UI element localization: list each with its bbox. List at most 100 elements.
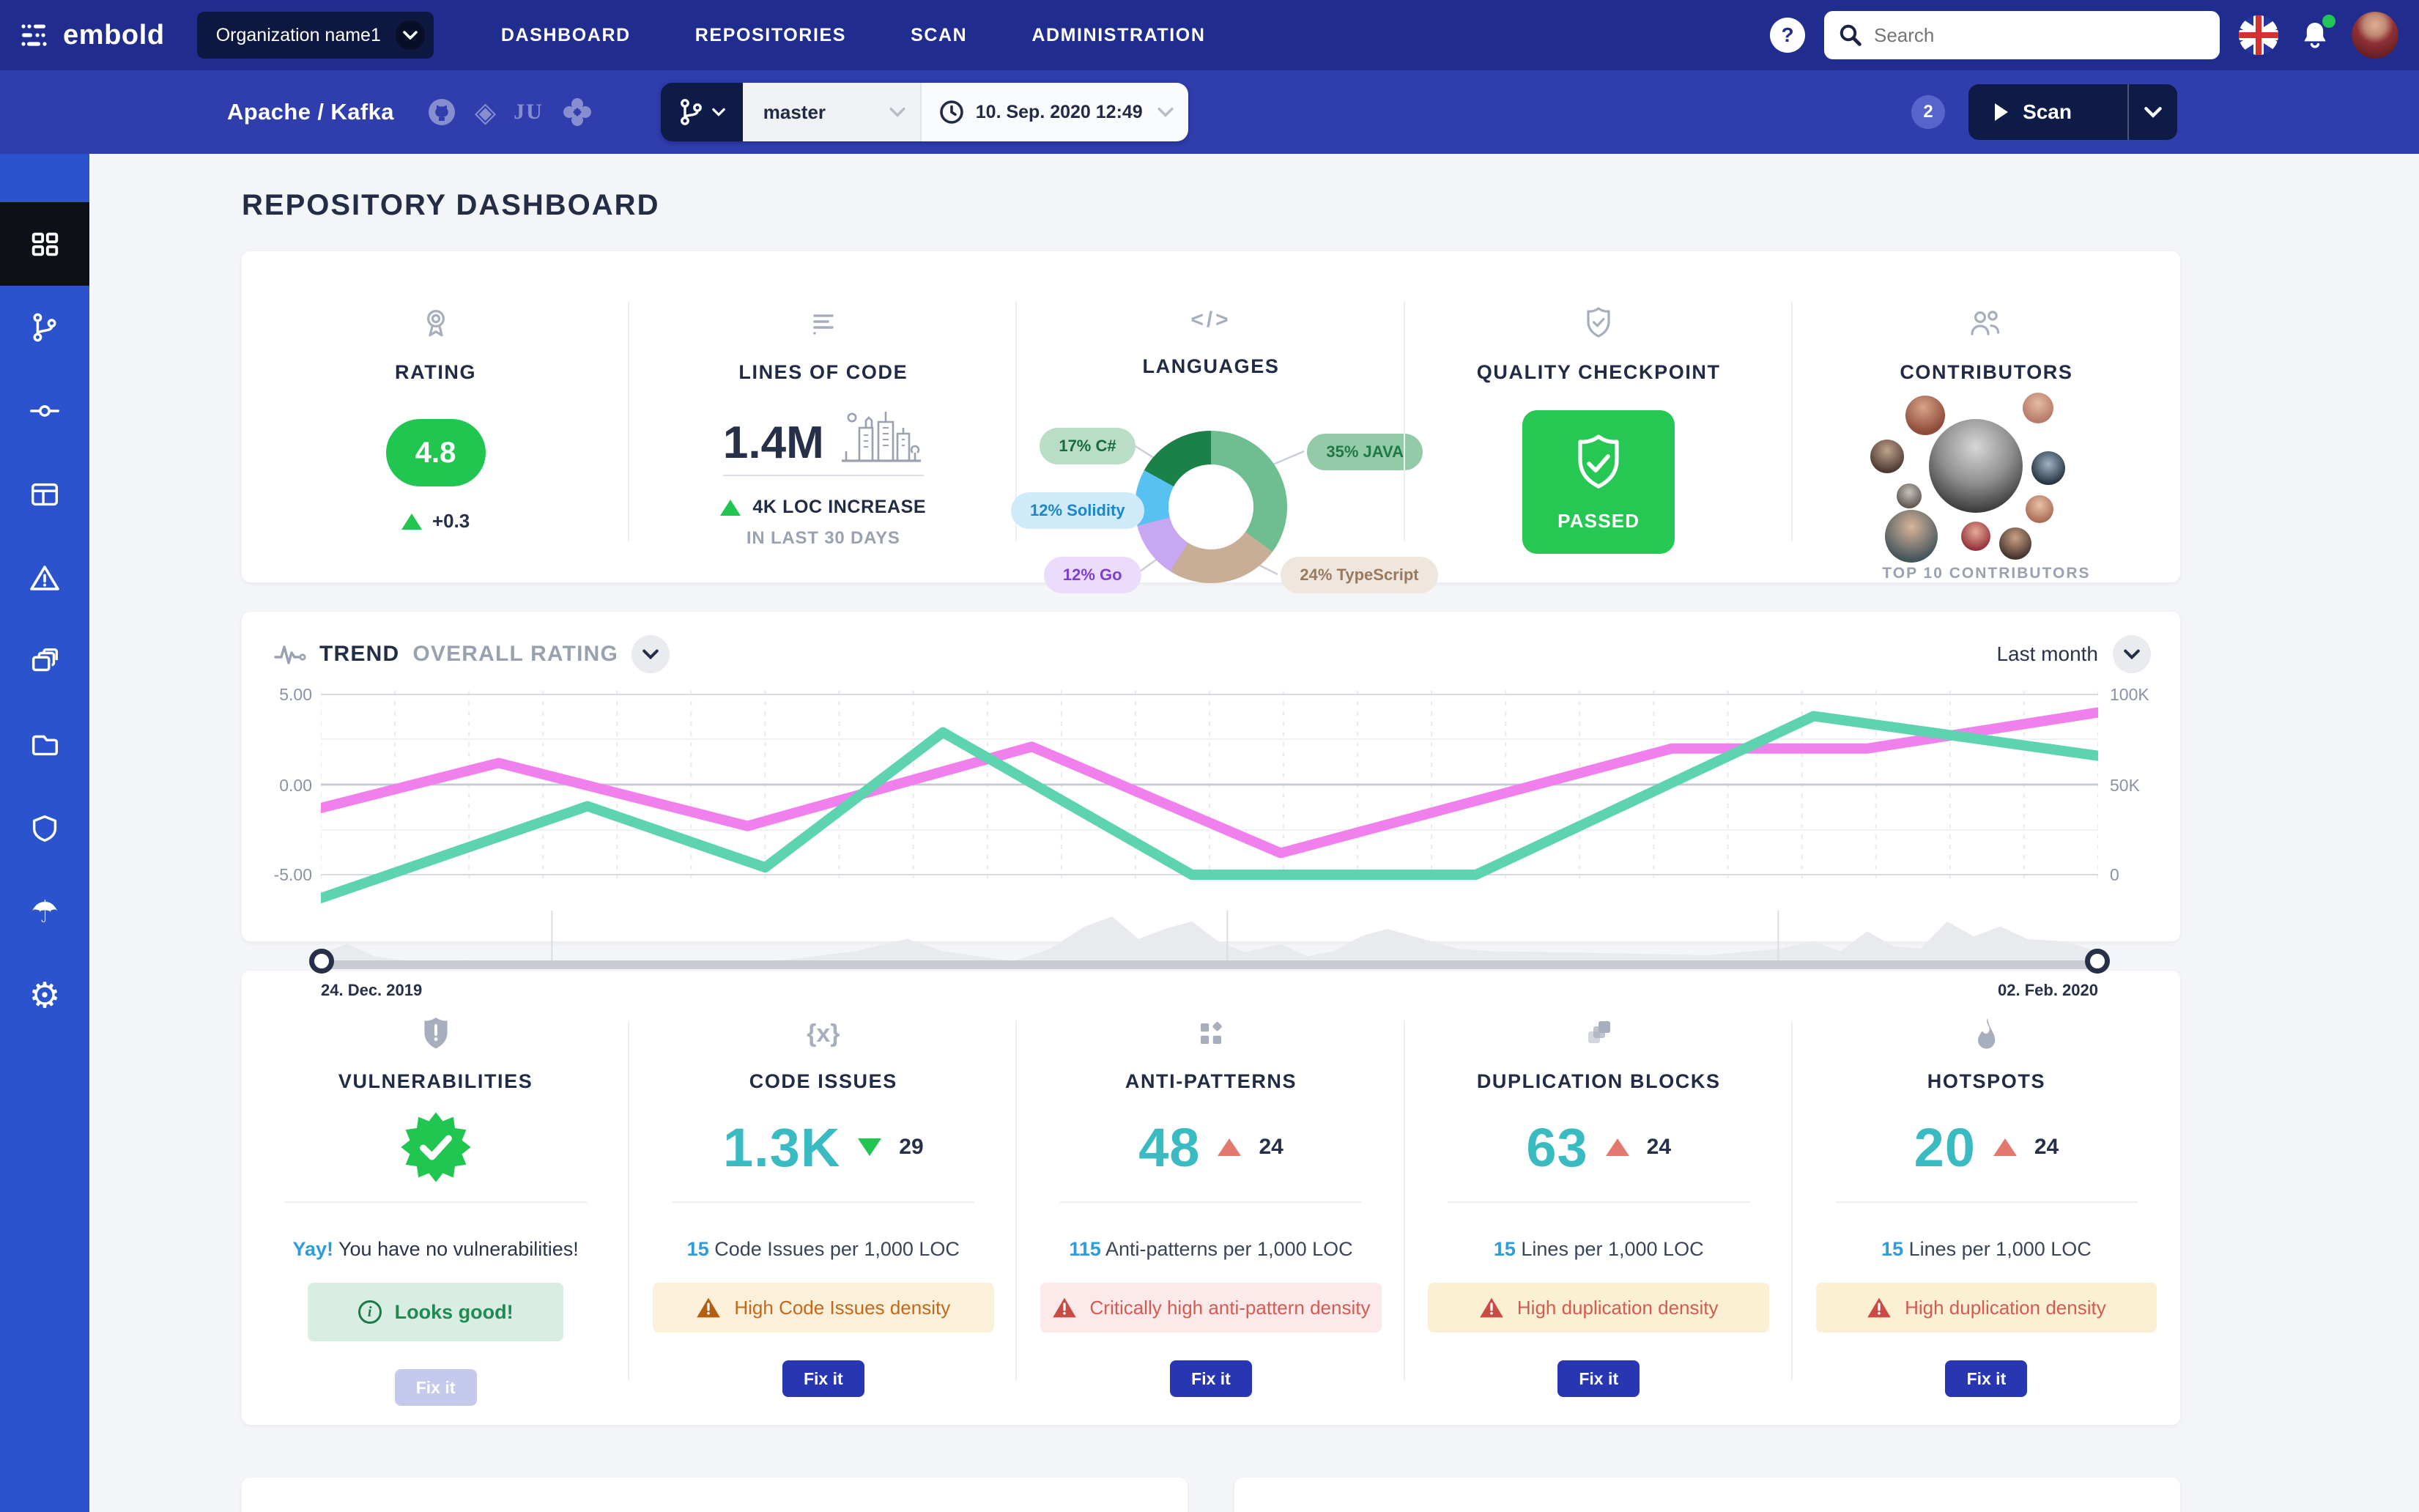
contributors-caption: TOP 10 CONTRIBUTORS: [1882, 565, 2090, 582]
search-input[interactable]: [1874, 24, 2205, 47]
fix-it-button[interactable]: Fix it: [1170, 1360, 1252, 1397]
rating-title: RATING: [395, 361, 476, 384]
trend-range-slider[interactable]: [321, 908, 2098, 972]
warning-triangle-icon: [696, 1297, 721, 1319]
avatar: [1999, 527, 2031, 560]
sidebar-item-dashboard[interactable]: [0, 202, 89, 286]
sidebar-item-coverage[interactable]: ☂: [0, 870, 89, 954]
jenkins-icon[interactable]: [561, 96, 593, 128]
divider: [284, 1201, 587, 1203]
density-value: 15: [687, 1238, 709, 1260]
density-value: 115: [1069, 1238, 1101, 1260]
organization-selector[interactable]: Organization name1: [197, 12, 434, 59]
range-slider-handle-end[interactable]: [2085, 949, 2110, 974]
trend-plot-area[interactable]: [321, 685, 2098, 905]
chevron-down-icon: [712, 108, 725, 116]
nav-dashboard[interactable]: DASHBOARD: [501, 25, 631, 46]
lang-pill-go[interactable]: 12% Go: [1044, 557, 1141, 593]
user-avatar[interactable]: [2352, 12, 2398, 59]
gear-icon: ⚙: [29, 978, 60, 1013]
trend-title: TREND: [319, 642, 399, 667]
contributors-panel: CONTRIBUTORS TOP 10 CONTRIBUTORS: [1793, 251, 2180, 582]
languages-panel: </> LANGUAGES 17% C# 12% Soli: [1017, 251, 1404, 582]
search-box[interactable]: [1824, 11, 2220, 59]
chevron-down-icon: [2113, 635, 2151, 673]
fix-it-button[interactable]: Fix it: [1945, 1360, 2027, 1397]
play-icon: [1995, 103, 2008, 121]
languages-donut[interactable]: [1135, 431, 1287, 583]
languages-donut-chart: 17% C# 12% Solidity 12% Go 35% JAVA 24% …: [1017, 384, 1404, 582]
sidebar-item-commits[interactable]: [0, 369, 89, 453]
notifications-bell-icon[interactable]: [2297, 18, 2333, 53]
junit-icon[interactable]: JU: [514, 100, 544, 125]
code-issues-value: 1.3K: [723, 1116, 840, 1179]
density-value: 15: [1881, 1238, 1903, 1260]
quality-status-label: PASSED: [1557, 510, 1640, 533]
sidebar-item-files[interactable]: [0, 703, 89, 787]
chevron-down-icon: [2144, 106, 2162, 118]
fix-it-button[interactable]: Fix it: [782, 1360, 864, 1397]
trend-metric-selector[interactable]: [631, 635, 670, 673]
hotspots-delta: 24: [2034, 1135, 2059, 1160]
sidebar-item-issues[interactable]: [0, 536, 89, 620]
copies-icon: [28, 645, 62, 678]
people-icon: [1966, 304, 2007, 342]
lang-pill-solidity[interactable]: 12% Solidity: [1011, 492, 1144, 529]
search-icon: [1839, 23, 1862, 47]
help-button[interactable]: ?: [1770, 18, 1805, 53]
branch-selector[interactable]: master: [743, 83, 922, 141]
embold-logo-icon: [21, 21, 53, 50]
umbrella-icon: ☂: [31, 897, 59, 927]
nav-repositories[interactable]: REPOSITORIES: [695, 25, 846, 46]
sidebar-item-overview[interactable]: [0, 453, 89, 536]
duplication-title: DUPLICATION BLOCKS: [1477, 1070, 1721, 1093]
divider: [1448, 1201, 1750, 1203]
sidebar-item-duplication[interactable]: [0, 620, 89, 703]
scan-button[interactable]: Scan: [1968, 84, 2127, 140]
scan-options-button[interactable]: [2127, 84, 2177, 140]
avatar: [1961, 522, 1990, 551]
avatar-primary: [1929, 419, 2023, 513]
vulnerabilities-status: [398, 1093, 474, 1201]
branch-mode-button[interactable]: [661, 83, 743, 141]
density-value: 15: [1494, 1238, 1516, 1260]
text-lines-icon: [804, 304, 842, 342]
anti-patterns-value: 48: [1138, 1116, 1200, 1179]
quality-title: QUALITY CHECKPOINT: [1477, 361, 1721, 384]
y-axis-left: 5.00 0.00 -5.00: [265, 685, 321, 905]
trend-range-selector[interactable]: Last month: [1996, 635, 2151, 673]
fix-it-button-disabled[interactable]: Fix it: [395, 1369, 477, 1406]
clock-icon: [939, 100, 964, 125]
duplication-delta: 24: [1647, 1135, 1671, 1160]
fix-it-button[interactable]: Fix it: [1557, 1360, 1640, 1397]
hotspots-value: 20: [1914, 1116, 1976, 1179]
nav-scan[interactable]: SCAN: [911, 25, 967, 46]
sidebar-item-security[interactable]: [0, 787, 89, 870]
medal-icon: [417, 304, 455, 342]
embold-logo[interactable]: embold: [21, 20, 165, 51]
anti-patterns-alert: Critically high anti-pattern density: [1040, 1283, 1382, 1333]
nav-administration[interactable]: ADMINISTRATION: [1031, 25, 1205, 46]
code-issues-title: CODE ISSUES: [749, 1070, 897, 1093]
loc-delta-label: 4K LOC INCREASE: [752, 497, 926, 518]
trend-up-icon: [1993, 1138, 2017, 1156]
avatar: [2026, 495, 2053, 523]
range-slider-handle-start[interactable]: [309, 949, 334, 974]
github-icon[interactable]: [426, 97, 457, 127]
y-tick: 50K: [2110, 776, 2140, 796]
app-root: embold Organization name1 DASHBOARD REPO…: [0, 0, 2419, 1512]
sidebar-item-settings[interactable]: ⚙: [0, 954, 89, 1037]
divider: [672, 1201, 974, 1203]
trend-chart: 5.00 0.00 -5.00 100K 50K 0: [265, 685, 2163, 905]
trend-up-icon: [1218, 1138, 1241, 1156]
starburst-check-icon: [398, 1109, 474, 1185]
density-label: Code Issues per 1,000 LOC: [714, 1238, 960, 1260]
lang-pill-csharp[interactable]: 17% C#: [1040, 428, 1135, 464]
language-flag-icon[interactable]: [2239, 15, 2278, 55]
info-icon: i: [358, 1300, 382, 1324]
contributors-avatars[interactable]: [1862, 393, 2111, 556]
gem-icon[interactable]: ◈: [475, 98, 496, 126]
snapshot-datetime-selector[interactable]: 10. Sep. 2020 12:49: [922, 83, 1188, 141]
sidebar-item-branches[interactable]: [0, 286, 89, 369]
code-issues-delta: 29: [899, 1135, 923, 1160]
